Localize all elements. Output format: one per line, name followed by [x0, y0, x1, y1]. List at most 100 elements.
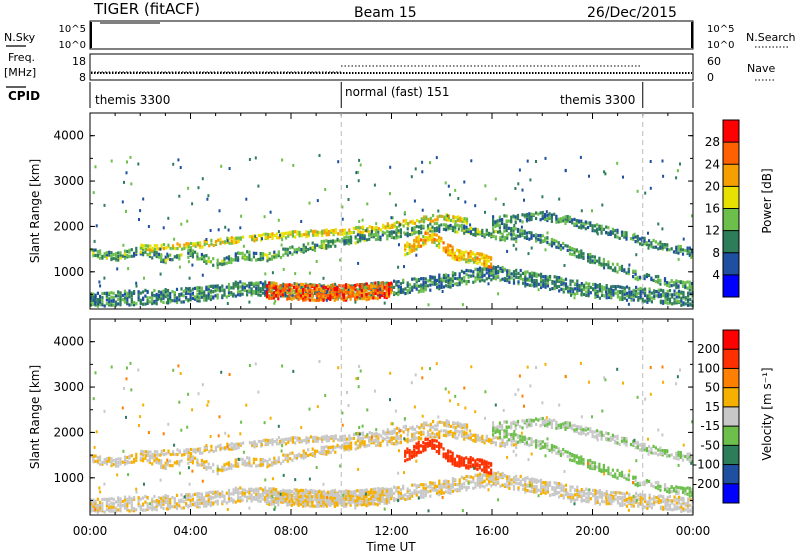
echo-cell	[426, 231, 429, 235]
echo-cell	[389, 224, 392, 228]
echo-cell	[357, 225, 360, 229]
echo-cell	[539, 444, 542, 448]
echo-cell	[359, 436, 362, 440]
echo-cell	[515, 442, 518, 446]
echo-cell	[248, 463, 251, 468]
echo-cell	[416, 424, 419, 429]
echo-cell	[634, 441, 637, 445]
echo-cell	[379, 434, 383, 438]
echo-cell	[248, 158, 251, 161]
echo-cell	[454, 225, 457, 229]
echo-cell	[103, 252, 106, 256]
echo-cell	[221, 263, 224, 267]
echo-cell	[492, 234, 495, 238]
echo-cell	[507, 438, 510, 442]
echo-cell	[139, 497, 142, 501]
echo-cell	[390, 287, 393, 292]
echo-cell	[151, 497, 154, 501]
echo-cell	[191, 255, 194, 259]
echo-cell	[417, 431, 421, 435]
echo-cell	[460, 429, 463, 434]
echo-cell	[507, 232, 510, 236]
echo-cell	[349, 289, 352, 293]
echo-cell	[593, 461, 596, 465]
echo-cell	[146, 289, 149, 294]
echo-cell	[517, 276, 520, 280]
echo-cell	[117, 297, 120, 301]
echo-cell	[126, 249, 129, 254]
echo-cell	[370, 432, 374, 436]
echo-cell	[490, 278, 493, 282]
echo-cell	[454, 436, 457, 440]
echo-cell	[248, 235, 251, 239]
echo-cell	[241, 488, 244, 492]
echo-cell	[324, 294, 327, 298]
echo-cell	[365, 289, 368, 293]
echo-cell	[460, 277, 463, 281]
echo-cell	[216, 494, 219, 498]
echo-cell	[607, 231, 610, 235]
echo-cell	[596, 429, 599, 433]
echo-cell	[192, 448, 195, 452]
echo-cell	[299, 289, 302, 293]
echo-cell	[160, 503, 163, 507]
echo-cell	[292, 163, 295, 167]
echo-cell	[587, 253, 590, 257]
echo-cell	[209, 490, 212, 494]
echo-cell	[497, 265, 500, 269]
echo-cell	[532, 234, 535, 238]
echo-cell	[128, 495, 131, 499]
echo-cell	[541, 440, 544, 444]
echo-cell	[355, 171, 358, 175]
echo-cell	[203, 496, 206, 500]
echo-cell	[577, 456, 581, 460]
echo-cell	[275, 255, 278, 259]
echo-cell	[652, 484, 655, 488]
echo-cell	[164, 288, 167, 292]
echo-cell	[569, 289, 572, 293]
echo-cell	[137, 295, 140, 300]
echo-cell	[162, 502, 165, 506]
echo-cell	[252, 284, 255, 288]
echo-cell	[347, 448, 350, 452]
echo-cell	[580, 251, 583, 255]
echo-cell	[546, 424, 549, 429]
echo-cell	[539, 424, 542, 428]
echo-cell	[369, 285, 373, 289]
echo-cell	[199, 241, 202, 245]
echo-cell	[144, 454, 147, 458]
echo-cell	[365, 229, 368, 232]
echo-cell	[194, 250, 197, 254]
echo-cell	[447, 245, 450, 249]
echo-cell	[366, 435, 369, 439]
echo-cell	[560, 280, 563, 284]
echo-cell	[604, 172, 607, 176]
echo-cell	[684, 491, 687, 495]
echo-cell	[447, 218, 450, 222]
echo-cell	[377, 442, 380, 446]
echo-cell	[546, 217, 549, 221]
echo-cell	[286, 457, 289, 461]
echo-cell	[415, 284, 418, 288]
echo-cell	[445, 218, 448, 222]
echo-cell	[445, 434, 448, 438]
echo-cell	[103, 203, 106, 207]
echo-cell	[311, 452, 314, 456]
echo-cell	[307, 287, 310, 291]
echo-cell	[273, 301, 276, 305]
echo-cell	[270, 296, 273, 300]
echo-cell	[481, 278, 484, 282]
echo-cell	[241, 498, 244, 502]
echo-cell	[438, 287, 441, 291]
echo-cell	[157, 252, 160, 256]
echo-cell	[499, 266, 502, 270]
echo-cell	[164, 501, 167, 505]
echo-cell	[406, 281, 409, 285]
echo-cell	[359, 238, 362, 242]
echo-cell	[634, 269, 637, 273]
echo-cell	[415, 436, 418, 440]
echo-cell	[419, 244, 423, 248]
echo-cell	[372, 296, 375, 300]
echo-cell	[589, 461, 592, 465]
echo-cell	[284, 283, 287, 287]
